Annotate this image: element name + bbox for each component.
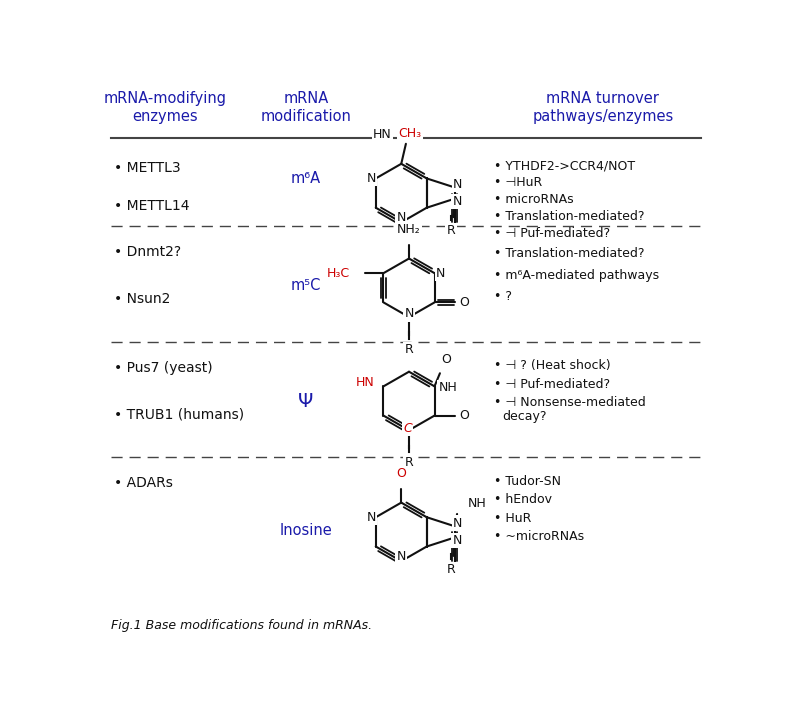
Text: mRNA
modification: mRNA modification (261, 92, 352, 124)
Text: N: N (397, 212, 406, 224)
Text: • METTL14: • METTL14 (115, 199, 190, 213)
Text: N: N (436, 267, 445, 280)
Text: N: N (453, 178, 463, 191)
Text: • ⊣HuR: • ⊣HuR (494, 176, 543, 189)
Text: • Pus7 (yeast): • Pus7 (yeast) (115, 361, 213, 375)
Text: decay?: decay? (502, 410, 546, 423)
Text: mRNA-modifying
enzymes: mRNA-modifying enzymes (104, 92, 227, 124)
Text: • Dnmt2?: • Dnmt2? (115, 245, 181, 260)
Text: m⁶A: m⁶A (291, 171, 321, 186)
Text: • TRUB1 (humans): • TRUB1 (humans) (115, 407, 245, 421)
Text: • ADARs: • ADARs (115, 476, 173, 490)
Text: • ?: • ? (494, 290, 512, 303)
Text: • HuR: • HuR (494, 512, 531, 525)
Text: • m⁶A-mediated pathways: • m⁶A-mediated pathways (494, 269, 660, 282)
Text: C: C (403, 422, 412, 435)
Text: R: R (405, 456, 413, 469)
Text: R: R (405, 343, 413, 356)
Text: • YTHDF2->CCR4/NOT: • YTHDF2->CCR4/NOT (494, 159, 635, 172)
Text: Fig.1 Base modifications found in mRNAs.: Fig.1 Base modifications found in mRNAs. (111, 619, 371, 632)
Text: • ⊣ Puf-mediated?: • ⊣ Puf-mediated? (494, 227, 611, 240)
Text: • Translation-mediated?: • Translation-mediated? (494, 210, 645, 223)
Text: • METTL3: • METTL3 (115, 161, 181, 175)
Text: NH₂: NH₂ (397, 223, 421, 236)
Text: • microRNAs: • microRNAs (494, 193, 574, 206)
Text: mRNA turnover
pathways/enzymes: mRNA turnover pathways/enzymes (532, 92, 673, 124)
Text: • Tudor-SN: • Tudor-SN (494, 475, 562, 488)
Text: NH: NH (468, 497, 487, 510)
Text: R: R (447, 224, 455, 237)
Text: N: N (367, 511, 375, 523)
Text: • hEndov: • hEndov (494, 493, 552, 506)
Text: Ψ: Ψ (299, 392, 314, 411)
Text: • Nsun2: • Nsun2 (115, 292, 171, 305)
Text: N: N (404, 308, 413, 320)
Text: CH₃: CH₃ (398, 126, 421, 140)
Text: • Translation-mediated?: • Translation-mediated? (494, 247, 645, 260)
Text: H₃C: H₃C (326, 267, 349, 280)
Text: Inosine: Inosine (280, 523, 333, 538)
Text: HN: HN (356, 376, 374, 389)
Text: NH: NH (439, 381, 457, 394)
Text: • ~microRNAs: • ~microRNAs (494, 531, 584, 543)
Text: R: R (447, 564, 455, 576)
Text: O: O (396, 467, 406, 480)
Text: O: O (459, 296, 469, 309)
Text: m⁵C: m⁵C (291, 278, 321, 293)
Text: N: N (452, 195, 462, 208)
Text: • ⊣ Puf-mediated?: • ⊣ Puf-mediated? (494, 378, 611, 391)
Text: HN: HN (373, 128, 392, 141)
Text: • ⊣ ? (Heat shock): • ⊣ ? (Heat shock) (494, 359, 611, 372)
Text: N: N (452, 534, 462, 547)
Text: O: O (441, 353, 451, 366)
Text: N: N (367, 172, 375, 185)
Text: N: N (397, 550, 406, 563)
Text: O: O (459, 409, 469, 422)
Text: • ⊣ Nonsense-mediated: • ⊣ Nonsense-mediated (494, 397, 646, 409)
Text: N: N (453, 517, 463, 530)
